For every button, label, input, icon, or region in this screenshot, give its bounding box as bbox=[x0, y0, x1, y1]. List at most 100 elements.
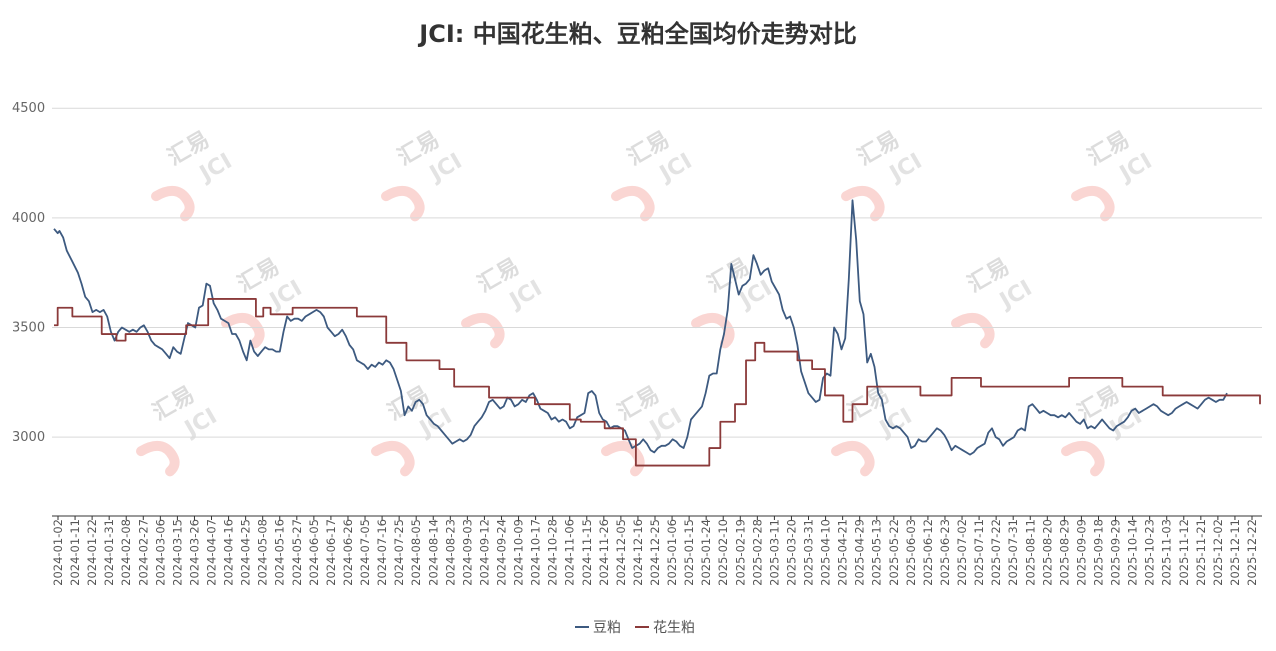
chart-title: JCI: 中国花生粕、豆粕全国均价走势对比 bbox=[419, 20, 857, 48]
x-tick-label: 2024-09-03 bbox=[460, 519, 474, 586]
x-tick-label: 2025-11-21 bbox=[1194, 519, 1208, 586]
x-tick-label: 2025-02-28 bbox=[750, 519, 764, 586]
x-tick-label: 2024-03-26 bbox=[187, 519, 201, 586]
x-tick-label: 2024-04-16 bbox=[222, 519, 236, 586]
x-tick-label: 2024-05-16 bbox=[273, 519, 287, 586]
x-tick-label: 2024-04-25 bbox=[239, 519, 253, 586]
x-tick-label: 2024-07-16 bbox=[375, 519, 389, 586]
x-tick-label: 2024-05-27 bbox=[290, 519, 304, 586]
x-tick-label: 2024-08-14 bbox=[426, 519, 440, 586]
x-tick-label: 2025-04-29 bbox=[853, 519, 867, 586]
gridlines bbox=[52, 107, 1262, 438]
x-tick-label: 2024-02-27 bbox=[136, 519, 150, 586]
x-tick-label: 2025-07-11 bbox=[972, 519, 986, 586]
x-tick-label: 2024-11-15 bbox=[580, 519, 594, 586]
x-tick-label: 2025-06-23 bbox=[938, 519, 952, 586]
x-tick-label: 2025-07-22 bbox=[989, 519, 1003, 586]
x-tick-label: 2024-10-17 bbox=[529, 519, 543, 586]
x-tick-label: 2024-01-31 bbox=[102, 519, 116, 586]
watermark-logo-icon bbox=[461, 312, 505, 349]
x-tick-label: 2025-07-02 bbox=[955, 519, 969, 586]
x-tick-label: 2024-07-25 bbox=[392, 519, 406, 586]
series-line-soymeal bbox=[53, 199, 1228, 456]
x-tick-label: 2025-09-09 bbox=[1074, 519, 1088, 586]
x-tick-label: 2024-01-02 bbox=[51, 519, 65, 586]
y-tick-label: 4500 bbox=[12, 101, 45, 116]
series-layer bbox=[53, 199, 1261, 467]
x-tick-label: 2025-06-12 bbox=[921, 519, 935, 586]
x-tick-label: 2025-03-11 bbox=[767, 519, 781, 586]
x-tick-label: 2025-09-29 bbox=[1109, 519, 1123, 586]
x-tick-label: 2025-11-12 bbox=[1177, 519, 1191, 586]
x-tick-label: 2025-07-31 bbox=[1006, 519, 1020, 586]
x-tick-label: 2024-09-12 bbox=[477, 519, 491, 586]
x-tick-label: 2024-08-23 bbox=[443, 519, 457, 586]
x-tick-label: 2024-02-08 bbox=[119, 519, 133, 586]
x-tick-label: 2025-06-03 bbox=[904, 519, 918, 586]
x-tick-label: 2024-03-06 bbox=[153, 519, 167, 586]
x-tick-label: 2024-11-26 bbox=[597, 519, 611, 586]
x-axis: 2024-01-02 2024-01-11 2024-01-22 2024-01-31… bbox=[51, 516, 1259, 586]
y-tick-label: 3000 bbox=[12, 430, 45, 445]
x-tick-label: 2025-01-15 bbox=[682, 519, 696, 586]
x-tick-label: 2025-04-21 bbox=[836, 519, 850, 586]
x-tick-label: 2024-08-05 bbox=[409, 519, 423, 586]
series-line-peanutmeal bbox=[54, 298, 1261, 467]
watermark-logo-icon bbox=[831, 440, 875, 477]
y-tick-label: 4000 bbox=[12, 211, 45, 226]
x-tick-label: 2024-01-11 bbox=[68, 519, 82, 586]
x-tick-label: 2025-01-24 bbox=[699, 519, 713, 586]
x-tick-label: 2025-02-10 bbox=[716, 519, 730, 586]
x-tick-label: 2025-08-29 bbox=[1057, 519, 1071, 586]
x-tick-label: 2025-04-10 bbox=[819, 519, 833, 586]
x-tick-label: 2025-03-20 bbox=[784, 519, 798, 586]
x-tick-label: 2024-03-15 bbox=[170, 519, 184, 586]
x-tick-label: 2025-12-22 bbox=[1245, 519, 1259, 586]
x-tick-label: 2025-08-20 bbox=[1040, 519, 1054, 586]
watermark-logo-icon bbox=[841, 185, 885, 222]
x-tick-label: 2024-09-24 bbox=[494, 519, 508, 586]
x-tick-label: 2024-10-28 bbox=[546, 519, 560, 586]
x-tick-label: 2025-02-19 bbox=[733, 519, 747, 586]
x-tick-label: 2024-06-26 bbox=[341, 519, 355, 586]
watermark-logo-icon bbox=[151, 185, 195, 222]
legend-label: 花生粕 bbox=[653, 620, 695, 636]
x-tick-label: 2024-12-16 bbox=[631, 519, 645, 586]
x-tick-label: 2025-12-02 bbox=[1211, 519, 1225, 586]
x-tick-label: 2024-07-05 bbox=[358, 519, 372, 586]
x-tick-label: 2024-04-07 bbox=[205, 519, 219, 586]
x-tick-label: 2025-11-03 bbox=[1160, 519, 1174, 586]
watermark-logo-icon bbox=[381, 185, 425, 222]
x-tick-label: 2025-05-22 bbox=[887, 519, 901, 586]
x-tick-label: 2025-10-23 bbox=[1143, 519, 1157, 586]
x-tick-label: 2025-01-06 bbox=[665, 519, 679, 586]
x-tick-label: 2024-12-05 bbox=[614, 519, 628, 586]
legend-label: 豆粕 bbox=[593, 620, 621, 636]
x-tick-label: 2025-03-31 bbox=[802, 519, 816, 586]
y-tick-label: 3500 bbox=[12, 320, 45, 335]
watermark-logo-icon bbox=[221, 312, 265, 349]
x-tick-label: 2025-10-14 bbox=[1126, 519, 1140, 586]
x-tick-label: 2024-06-05 bbox=[307, 519, 321, 586]
x-tick-label: 2025-08-11 bbox=[1023, 519, 1037, 586]
watermark-logo-icon bbox=[1071, 185, 1115, 222]
x-tick-label: 2024-06-17 bbox=[324, 519, 338, 586]
watermark-logo-icon bbox=[951, 312, 995, 349]
watermark-logo-icon bbox=[136, 440, 180, 477]
legend: 豆粕 花生粕 bbox=[575, 620, 695, 636]
watermark-logo-icon bbox=[371, 440, 415, 477]
